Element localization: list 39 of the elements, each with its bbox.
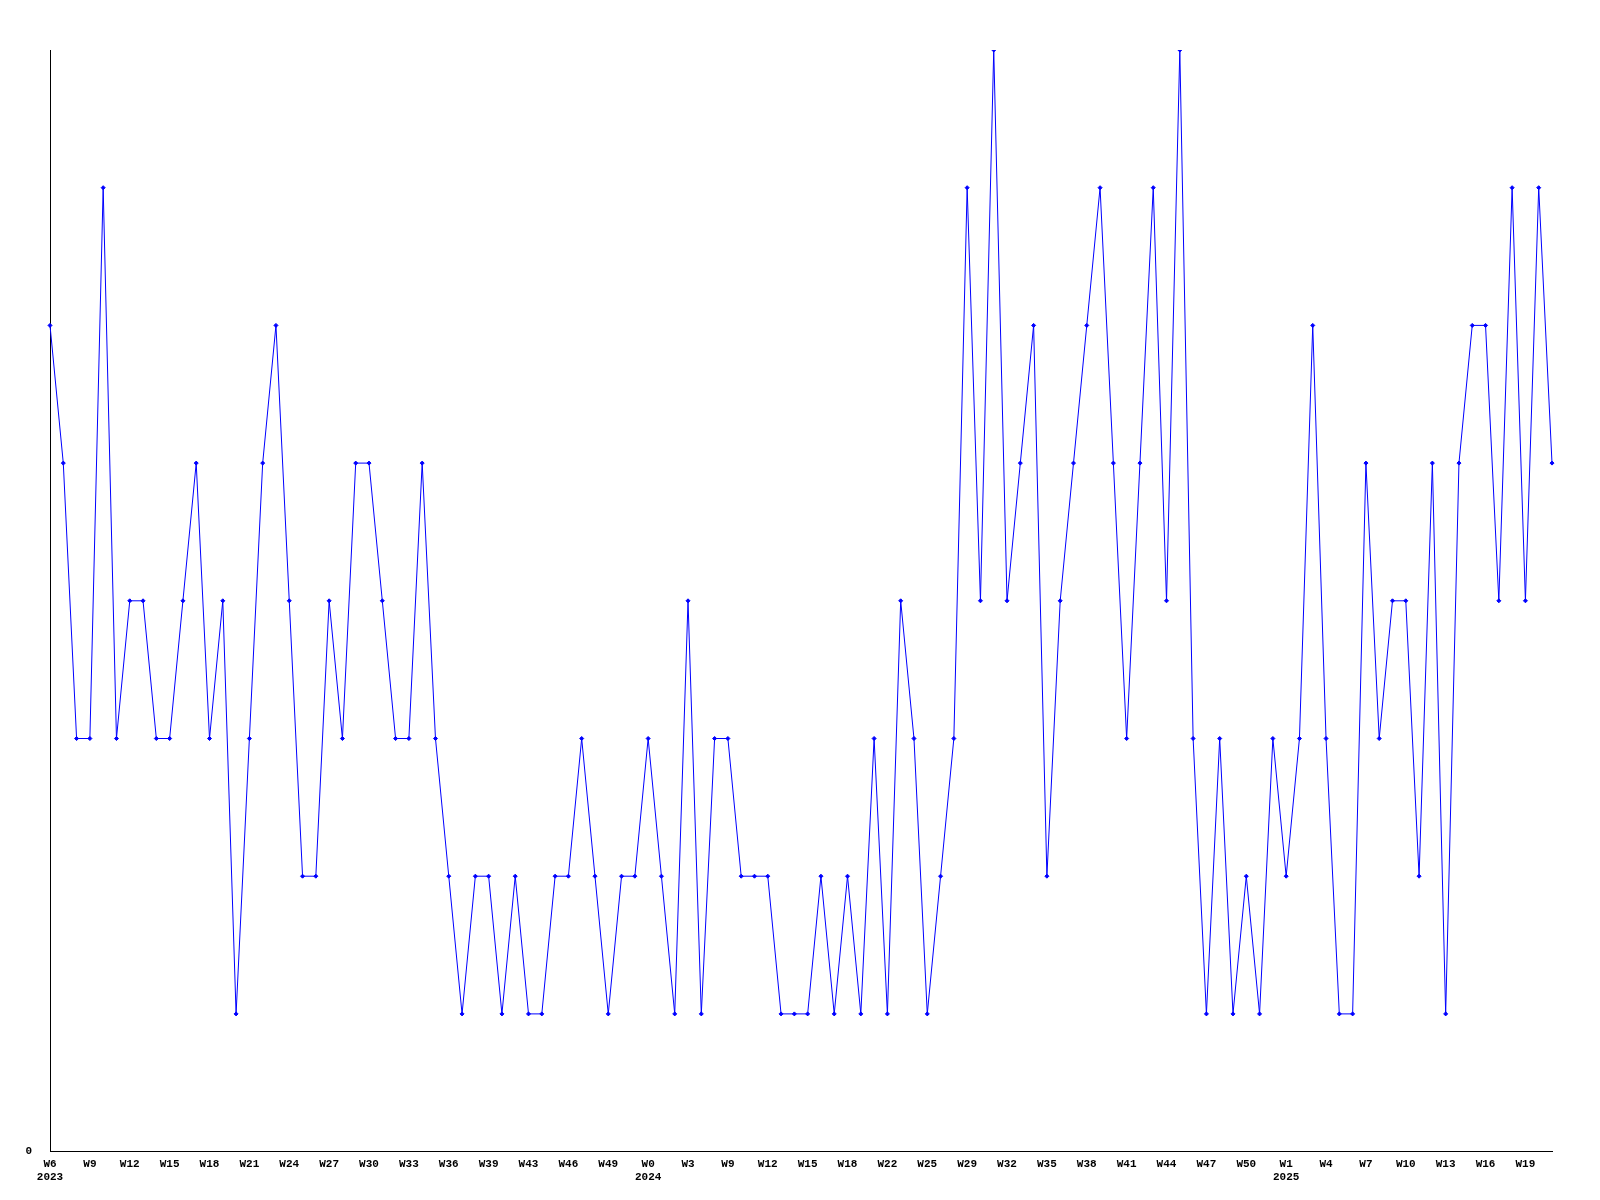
x-tick-label: W41 — [1116, 1157, 1137, 1170]
x-tick-label: W43 — [518, 1157, 539, 1170]
x-tick-label: W32 — [997, 1157, 1017, 1170]
x-tick-label: W24 — [279, 1157, 300, 1170]
x-tick-label: W9 — [721, 1157, 735, 1170]
x-tick-label: W7 — [1359, 1157, 1373, 1170]
x-tick-label: W49 — [598, 1157, 619, 1170]
x-tick-label: W13 — [1435, 1157, 1456, 1170]
x-tick-label: W22 — [877, 1157, 898, 1170]
x-tick-label: W15 — [797, 1157, 818, 1170]
x-tick-label: W50 — [1236, 1157, 1257, 1170]
x-tick-label: W38 — [1076, 1157, 1098, 1170]
x-tick-label: W0 2024 — [634, 1157, 662, 1184]
x-tick-label: W9 — [83, 1157, 97, 1170]
x-tick-label: W44 — [1156, 1157, 1177, 1170]
x-tick-label: W21 — [239, 1157, 260, 1170]
x-tick-label: W27 — [319, 1157, 340, 1170]
x-tick-label: W47 — [1196, 1157, 1217, 1170]
x-tick-label: W16 — [1475, 1157, 1496, 1170]
text: 0 — [25, 1145, 32, 1158]
x-tick-label: W29 — [957, 1157, 978, 1170]
x-tick-label: W35 — [1037, 1157, 1058, 1170]
x-tick-label: W12 — [119, 1157, 140, 1170]
x-tick-label: W30 — [359, 1157, 379, 1170]
x-tick-label: W39 — [478, 1157, 499, 1170]
x-tick-label: W18 — [837, 1157, 858, 1170]
x-tick-label: W12 — [757, 1157, 778, 1170]
x-tick-label: W15 — [159, 1157, 180, 1170]
x-tick-label: W1 2025 — [1272, 1157, 1300, 1184]
x-tick-label: W25 — [917, 1157, 938, 1170]
x-tick-label: W10 — [1395, 1157, 1416, 1170]
x-tick-label: W46 — [558, 1157, 579, 1170]
x-tick-label: W33 — [398, 1157, 420, 1170]
x-tick-label: W3 — [681, 1157, 696, 1170]
x-tick-label: W6 2023 — [36, 1157, 64, 1184]
x-tick-label: W19 — [1515, 1157, 1536, 1170]
x-tick-label: W18 — [199, 1157, 220, 1170]
x-tick-label: W4 — [1319, 1157, 1334, 1170]
x-tick-label: W36 — [438, 1157, 459, 1170]
